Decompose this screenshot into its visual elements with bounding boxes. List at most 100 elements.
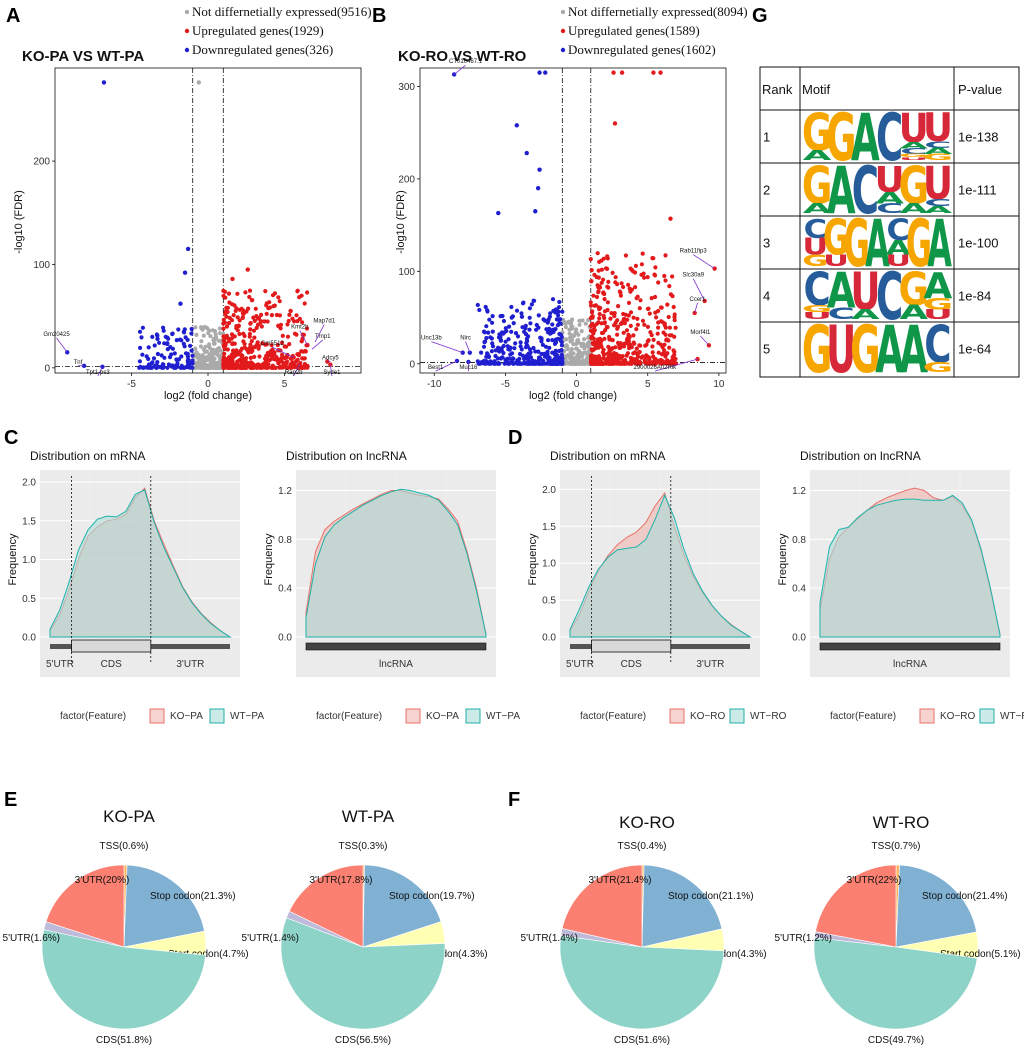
legend-dot-down: [184, 47, 190, 53]
gene-label-leader: [654, 358, 698, 372]
point-down: [485, 351, 490, 356]
point-up: [606, 344, 611, 349]
point-not-diff: [574, 330, 579, 335]
point-down: [139, 335, 144, 340]
point-up: [305, 290, 310, 295]
point-up: [589, 268, 594, 273]
point-up: [263, 289, 268, 294]
point-not-diff: [203, 349, 208, 354]
point-up: [638, 343, 643, 348]
motif-letter: G: [923, 152, 954, 162]
point-up: [272, 352, 277, 357]
point-down: [165, 365, 170, 370]
gene-label-leader: [693, 254, 715, 269]
point-up: [657, 360, 663, 365]
point-down: [534, 322, 539, 328]
point-up: [651, 70, 656, 75]
point-down: [556, 361, 562, 366]
y-tick-label: 0.0: [792, 633, 806, 644]
point-up: [644, 342, 649, 347]
gene-label-leader: [694, 302, 698, 314]
point-up: [265, 365, 270, 370]
point-up: [287, 312, 292, 317]
point-up: [607, 361, 613, 366]
pie-slice-3-utr: [815, 864, 897, 948]
point-up: [242, 357, 247, 362]
point-up: [628, 310, 634, 315]
point-up: [615, 360, 620, 365]
motif-table-frame: [759, 66, 1020, 378]
point-up: [290, 316, 295, 321]
point-not-diff: [211, 341, 217, 346]
pie-slice-3-utr: [45, 864, 125, 948]
point-up: [627, 343, 632, 348]
point-not-diff: [569, 347, 574, 352]
point-down: [518, 340, 523, 345]
legend-dot-down: [560, 47, 566, 53]
point-down: [550, 350, 555, 355]
motif-letter: C: [876, 101, 903, 176]
gene-label: Tnf: [74, 360, 83, 366]
point-up: [259, 324, 264, 329]
point-down: [162, 355, 167, 360]
y-tick-label: 2.0: [22, 478, 36, 489]
legend-label: KO−RO: [690, 711, 726, 722]
point-up: [605, 254, 610, 259]
point-not-diff: [566, 319, 571, 324]
point-down: [552, 341, 558, 346]
point-up: [588, 300, 593, 305]
point-not-diff: [210, 328, 215, 333]
point-up: [667, 325, 673, 330]
point-down: [506, 337, 511, 342]
point-down: [151, 356, 157, 361]
gene-label-leader: [293, 363, 301, 377]
gene-label: Slc30a9: [682, 273, 704, 279]
point-up: [248, 360, 253, 365]
volcano-plot-ko-pa: Not differnetially expressed(9516) Upreg…: [13, 4, 372, 402]
point-up: [286, 318, 291, 324]
point-down: [514, 308, 520, 313]
point-up: [601, 347, 606, 352]
point-up: [634, 346, 639, 351]
pie-wt-ro: WT-RO TSS(0.7%) Stop codon(21.4%) Start cod…: [775, 813, 1021, 1046]
point-up: [248, 364, 254, 369]
point-up: [300, 320, 305, 325]
motif-letter: G: [802, 102, 832, 163]
point-down: [511, 361, 517, 366]
point-up: [237, 307, 242, 312]
point-down: [179, 354, 184, 359]
pie-label: Start codon(4.3%): [407, 949, 488, 960]
point-not-diff: [202, 324, 207, 330]
point-down: [490, 344, 496, 349]
point-up: [666, 314, 671, 320]
point-not-diff: [212, 365, 218, 370]
point-up: [613, 280, 618, 285]
legend-label: WT−RO: [1000, 711, 1024, 722]
point-down: [513, 331, 519, 336]
gene-label-leader: [272, 346, 294, 358]
point-down: [560, 356, 565, 361]
point-down: [140, 325, 145, 330]
point-up: [247, 334, 252, 339]
volcano-legend-a: Not differnetially expressed(9516) Upreg…: [184, 4, 372, 57]
distribution-lncrna-pa: Distribution on lncRNA 0.0 0.4 0.8 1.2 Freque…: [263, 449, 520, 724]
point-up: [259, 312, 264, 317]
point-up: [656, 280, 661, 285]
point-up: [606, 285, 611, 290]
point-up: [296, 353, 301, 358]
point-down: [144, 365, 150, 370]
point-down: [81, 363, 87, 368]
point-up: [602, 297, 607, 302]
point-not-diff: [201, 360, 206, 366]
gene-label-leader: [431, 341, 463, 354]
pie-label: Start codon(5.1%): [940, 949, 1021, 960]
point-up: [294, 313, 299, 318]
point-down: [475, 302, 480, 308]
legend-title: factor(Feature): [580, 711, 646, 722]
point-down: [559, 332, 564, 337]
point-up: [653, 294, 658, 300]
point-not-diff: [218, 331, 223, 336]
area-WT−PA: [49, 489, 232, 638]
y-tick-label: 100: [398, 267, 415, 278]
point-up: [254, 365, 259, 370]
